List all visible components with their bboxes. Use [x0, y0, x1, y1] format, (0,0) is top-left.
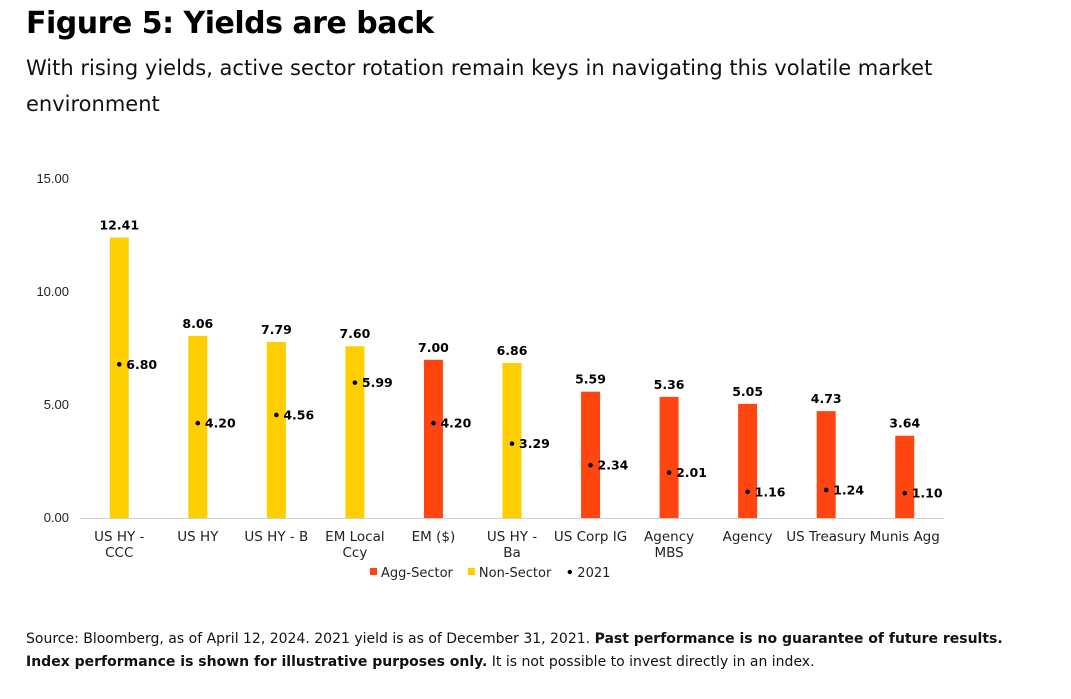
source-footnote: Source: Bloomberg, as of April 12, 2024.…: [26, 628, 1046, 674]
bar: [659, 396, 679, 518]
legend-label: Non-Sector: [479, 566, 552, 581]
x-category-label: Agency MBS: [644, 529, 694, 561]
point-2021: [745, 489, 750, 495]
footnote-disclaimer: Past performance is no guarantee of futu…: [26, 631, 1003, 670]
bar-value-label: 7.00: [418, 340, 449, 355]
yield-bar-chart: 0.00 5.00 10.00 15.00 12.41 8.06 7.79 7.60 7.00…: [36, 171, 944, 581]
bar-value-label: 12.41: [99, 218, 139, 233]
legend-swatch: [567, 569, 572, 575]
x-category-label: EM ($): [412, 529, 456, 545]
point-2021-label: 4.56: [283, 407, 314, 422]
point-2021: [274, 412, 279, 418]
chart-subtitle: With rising yields, active sector rotati…: [26, 56, 933, 116]
legend-label: Agg-Sector: [381, 566, 454, 581]
x-category-label: Agency: [723, 529, 773, 545]
bar-value-label: 5.36: [654, 377, 685, 392]
bar-value-label: 4.73: [811, 391, 842, 406]
y-tick-label: 0.00: [44, 510, 69, 525]
point-2021: [588, 462, 593, 468]
legend-swatch: [467, 568, 475, 575]
point-2021-label: 5.99: [362, 375, 393, 390]
point-2021: [823, 487, 829, 493]
x-category-label: EM Local Ccy: [325, 529, 384, 561]
bar: [345, 346, 365, 518]
x-category-label: US Treasury: [786, 529, 866, 545]
chart-title: Figure 5: Yields are back: [26, 6, 434, 41]
legend-swatch: [370, 568, 377, 575]
legend: Agg-Sector Non-Sector 2021: [370, 566, 610, 581]
bar: [816, 411, 836, 518]
bar-series: 12.41 8.06 7.79 7.60 7.00 6.86 5.59 5.36 5.05 4.7…: [99, 218, 920, 518]
point-2021: [509, 441, 515, 446]
footnote-source: Source: Bloomberg, as of April 12, 2024.…: [26, 631, 595, 647]
bar: [738, 403, 758, 518]
x-category-label: US HY - B: [244, 529, 308, 545]
point-2021: [352, 380, 358, 385]
point-2021-label: 4.20: [205, 416, 236, 431]
bar: [109, 237, 129, 518]
x-category-label: US HY -CCC: [94, 529, 144, 561]
x-category-label: US HY -Ba: [487, 529, 537, 561]
x-category-label: US Corp IG: [554, 529, 627, 545]
bar-value-label: 6.86: [497, 343, 528, 358]
bar-value-label: 5.59: [575, 372, 606, 387]
bar-value-label: 7.79: [261, 322, 292, 337]
legend-label: 2021: [577, 566, 610, 581]
bar: [895, 435, 915, 518]
point-2021: [666, 470, 672, 475]
point-2021-label: 1.24: [833, 482, 864, 497]
x-category-label: Munis Agg: [870, 529, 940, 545]
point-2021-label: 6.80: [126, 357, 157, 372]
bar: [581, 391, 601, 518]
point-2021-label: 4.20: [440, 416, 471, 431]
point-2021: [195, 420, 201, 426]
point-2021-label: 2.01: [676, 465, 707, 480]
point-2021: [902, 490, 908, 496]
bar: [423, 359, 443, 518]
point-2021: [431, 420, 436, 426]
bar-value-label: 3.64: [889, 416, 920, 431]
x-axis-categories: US HY -CCC US HY US HY - B EM Local Ccy EM ($…: [94, 529, 940, 561]
y-tick-label: 10.00: [36, 284, 69, 299]
bar: [188, 335, 208, 518]
series-2021: 6.80 4.20 4.56 5.99 4.20 3.29 2.34 2.01 1.16 1.24…: [116, 357, 943, 501]
point-2021-label: 3.29: [519, 436, 550, 451]
y-axis: 0.00 5.00 10.00 15.00: [36, 171, 69, 525]
point-2021: [116, 362, 122, 367]
point-2021-label: 1.10: [912, 486, 943, 501]
y-tick-label: 15.00: [36, 171, 69, 186]
bar-value-label: 5.05: [732, 384, 763, 399]
point-2021-label: 2.34: [598, 458, 629, 473]
bar: [502, 362, 522, 518]
bar: [266, 341, 286, 518]
footnote-note: It is not possible to invest directly in…: [487, 654, 815, 670]
bar-value-label: 8.06: [182, 316, 213, 331]
point-2021-label: 1.16: [755, 484, 786, 499]
bar-value-label: 7.60: [339, 326, 370, 341]
y-tick-label: 5.00: [44, 397, 69, 412]
x-category-label: US HY: [177, 529, 219, 545]
